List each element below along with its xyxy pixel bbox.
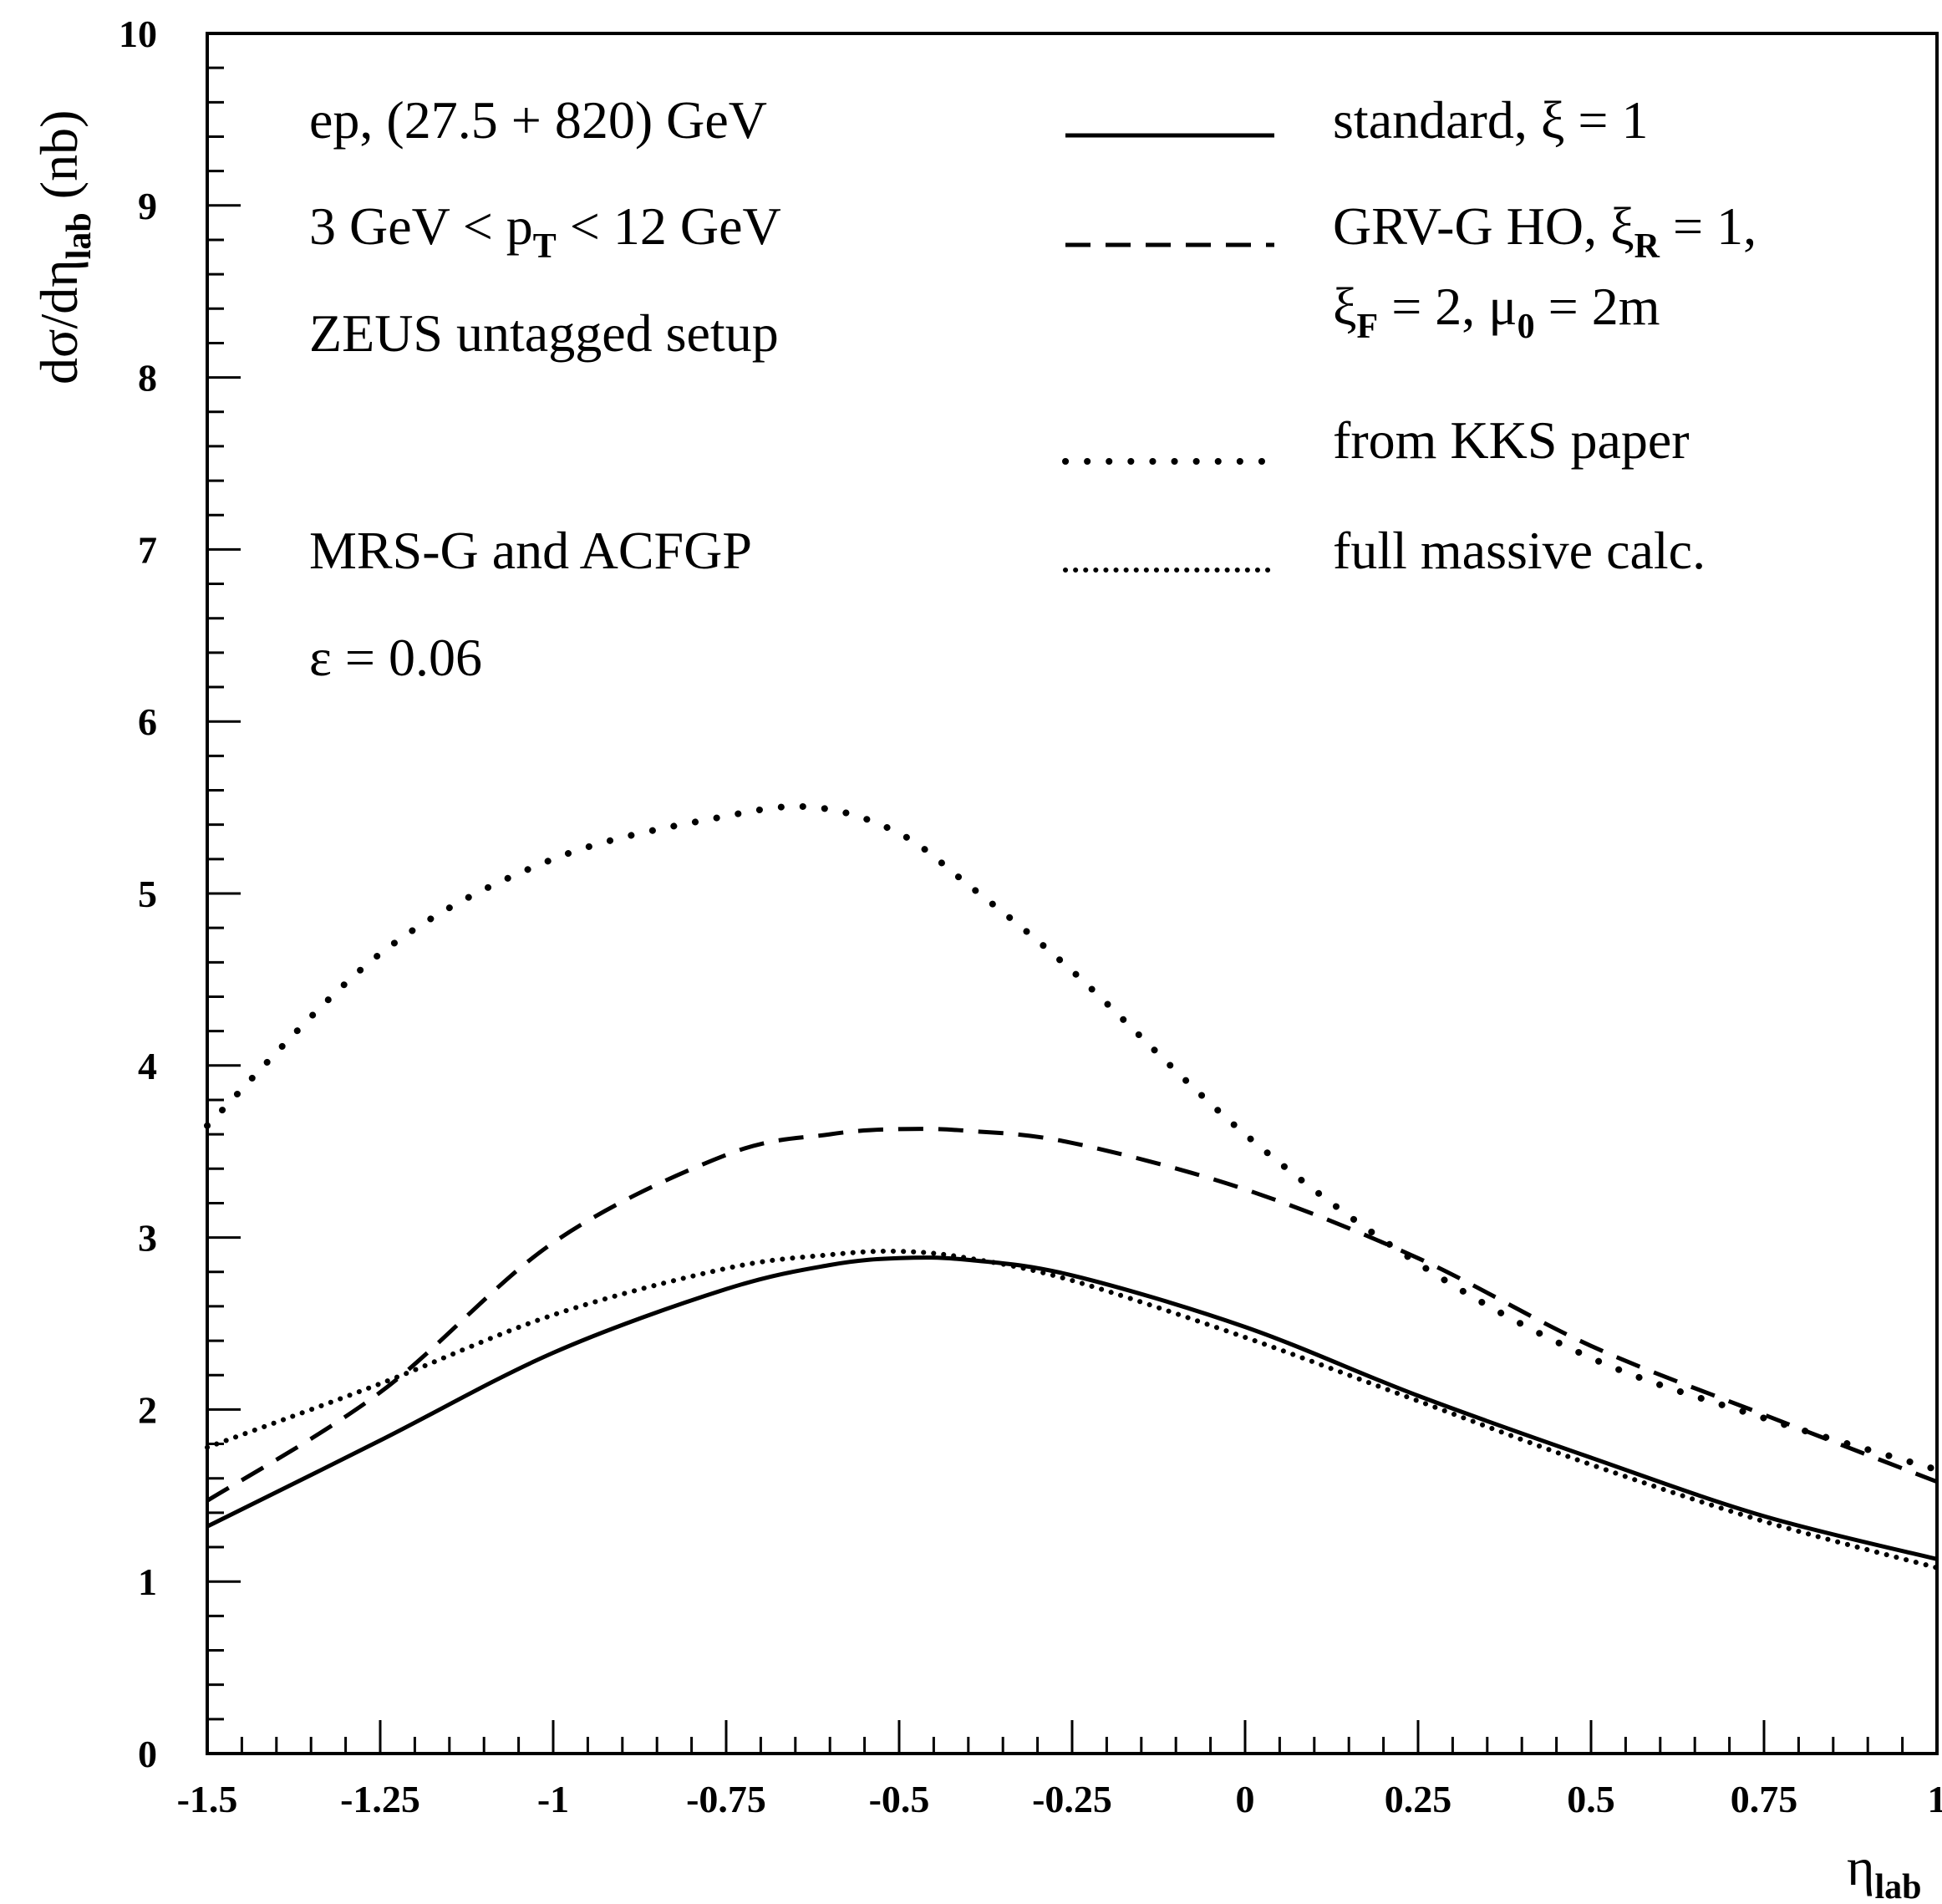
x-tick-label: 0.75 xyxy=(1731,1778,1798,1820)
y-tick-label: 6 xyxy=(138,700,157,743)
x-tick-label: -0.5 xyxy=(869,1778,930,1820)
x-tick-label: 0.25 xyxy=(1385,1778,1452,1820)
y-axis-title-group: dσ/dηlab (nb) xyxy=(29,110,99,384)
annotation-layer: ep, (27.5 + 820) GeV 3 GeV < pT < 12 GeV Z… xyxy=(309,90,781,687)
ann-pt: 3 GeV < pT < 12 GeV xyxy=(309,196,781,266)
legend-label-dashed: ξF = 2, μ0 = 2m xyxy=(1333,277,1660,346)
y-tick-label: 10 xyxy=(119,13,157,55)
y-tick-label: 2 xyxy=(138,1388,157,1431)
y-tick-label: 3 xyxy=(138,1217,157,1260)
x-tick-label: -1.25 xyxy=(340,1778,420,1820)
y-tick-label: 0 xyxy=(138,1733,157,1775)
series-layer xyxy=(204,802,1940,1571)
labels-layer: -1.5 -1.25 -1 -0.75 -0.5 -0.25 0 0.25 0.5 0.75 101… xyxy=(29,13,1942,1904)
y-axis-title: dσ/dηlab (nb) xyxy=(29,110,99,384)
x-tick-label: -1 xyxy=(537,1778,569,1820)
ann-pdf: MRS-G and ACFGP xyxy=(309,521,752,580)
x-tick-label: 0 xyxy=(1236,1778,1255,1820)
x-tick-label: -0.25 xyxy=(1032,1778,1112,1820)
series-line-dashed xyxy=(206,1127,1938,1503)
legend-layer: standard, ξ = 1 GRV-G HO, ξR = 1, ξF = 2, … xyxy=(1062,90,1756,580)
x-tick-label: -0.75 xyxy=(686,1778,766,1820)
x-axis-title: ηlab xyxy=(1847,1837,1922,1904)
legend-label-solid: standard, ξ = 1 xyxy=(1333,90,1648,150)
series-line-solid xyxy=(206,1255,1938,1561)
y-tick-label: 5 xyxy=(138,873,157,915)
legend-label-dense-dotted: full massive calc. xyxy=(1333,521,1706,580)
legend-label-sparse-dotted: from KKS paper xyxy=(1333,410,1690,470)
y-tick-label: 9 xyxy=(138,185,157,227)
legend-label-dashed: GRV-G HO, ξR = 1, xyxy=(1333,196,1756,266)
ann-eps: ε = 0.06 xyxy=(309,628,482,687)
ann-setup: ZEUS untagged setup xyxy=(309,303,779,363)
y-tick-label: 1 xyxy=(138,1560,157,1603)
y-tick-label: 8 xyxy=(138,357,157,400)
x-tick-label: 1 xyxy=(1928,1778,1942,1820)
ann-beam: ep, (27.5 + 820) GeV xyxy=(309,90,767,150)
x-tick-label: -1.5 xyxy=(177,1778,238,1820)
y-tick-label: 4 xyxy=(138,1045,157,1087)
y-tick-label: 7 xyxy=(138,528,157,571)
plot-frame xyxy=(206,32,1939,1755)
x-tick-label: 0.5 xyxy=(1567,1778,1615,1820)
